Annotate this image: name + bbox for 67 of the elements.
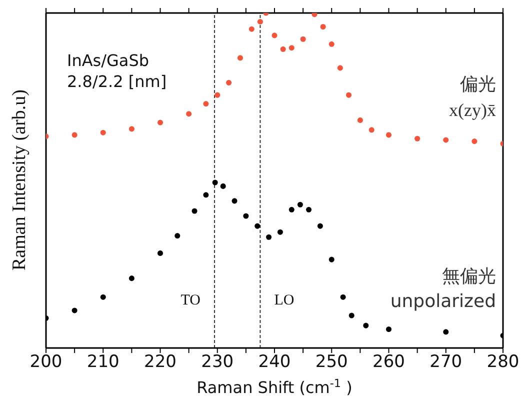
point (232, 198, 238, 204)
x-tick-label: 280 (486, 352, 520, 372)
point (288, 206, 294, 212)
point (340, 294, 346, 300)
point (357, 117, 363, 123)
point (328, 256, 334, 262)
point (157, 120, 164, 126)
series-label: 無偏光 unpolarized (390, 265, 496, 314)
point (297, 202, 303, 208)
annotation: InAs/GaSb (67, 50, 150, 71)
point (203, 101, 209, 107)
x-tick-label: 210 (86, 352, 120, 372)
x-tick-label: 270 (430, 352, 462, 372)
point (277, 229, 283, 235)
point (220, 183, 226, 189)
point (288, 45, 294, 51)
point (443, 137, 449, 143)
point (128, 126, 134, 132)
point (272, 32, 278, 38)
x-tick-label: 220 (144, 352, 176, 372)
x-axis-title: Raman Shift (cm$^{-1}$) (196, 376, 352, 397)
y-axis-title: Raman Intensity (arb.u) (9, 90, 31, 270)
point (266, 234, 272, 240)
point (128, 276, 134, 282)
x-tick-label: 200 (30, 352, 62, 372)
x-tick-label: 240 (258, 352, 291, 372)
point (257, 18, 263, 24)
point (100, 294, 106, 300)
point (237, 55, 243, 61)
x-tick-label: 250 (315, 352, 348, 372)
point (363, 322, 369, 328)
point (337, 65, 343, 71)
point (214, 92, 220, 98)
point (174, 233, 180, 239)
series-label: 偏光 x(zy)x̄ (449, 72, 496, 122)
point (414, 136, 420, 142)
x-tick-label: 260 (372, 352, 405, 372)
ref-line-label: TO (180, 292, 201, 308)
point (248, 26, 254, 32)
point (348, 312, 354, 318)
point (346, 92, 352, 98)
point (312, 13, 318, 18)
point (368, 127, 374, 133)
point (386, 132, 392, 138)
point (243, 213, 249, 219)
point (317, 223, 323, 229)
point (212, 180, 218, 186)
point (203, 192, 209, 198)
point (226, 80, 232, 86)
point (192, 208, 198, 214)
point (320, 24, 326, 30)
point (157, 250, 164, 256)
point (328, 41, 334, 47)
point (280, 46, 286, 52)
point (300, 36, 306, 42)
point (100, 130, 106, 136)
ref-line-label: LO (274, 292, 294, 308)
point (306, 206, 312, 212)
x-tick-label: 230 (201, 352, 234, 372)
point (254, 223, 260, 229)
annotation: 2.8/2.2 [nm] (67, 71, 167, 92)
point (443, 329, 449, 335)
point (72, 308, 78, 314)
point (386, 326, 392, 332)
point (472, 138, 478, 144)
point (72, 132, 78, 138)
point (186, 111, 192, 117)
